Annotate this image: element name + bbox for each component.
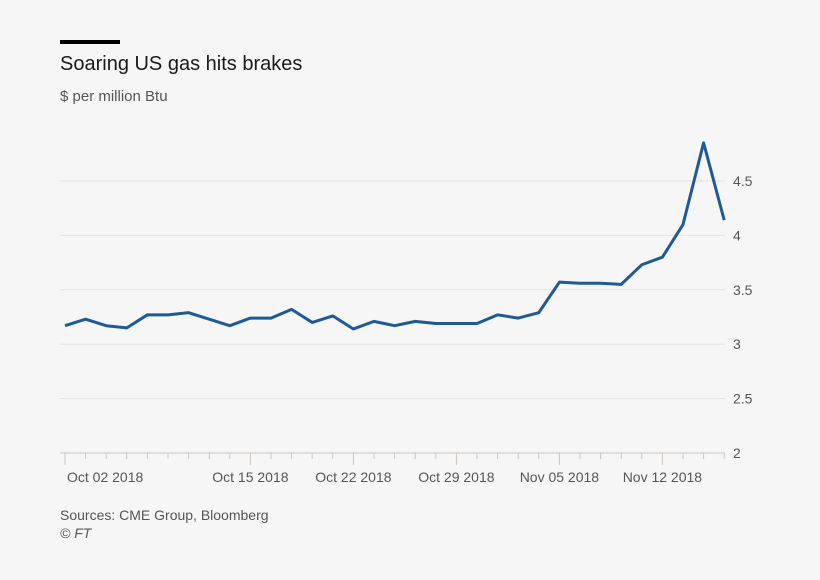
chart-title: Soaring US gas hits brakes xyxy=(60,53,303,75)
y-tick-label: 4 xyxy=(733,227,741,243)
x-tick-label: Nov 12 2018 xyxy=(623,469,703,485)
x-tick-label: Nov 05 2018 xyxy=(520,469,600,485)
y-tick-label: 3.5 xyxy=(733,282,753,298)
price-line xyxy=(64,141,726,331)
ft-accent-bar xyxy=(60,40,120,44)
chart-subtitle: $ per million Btu xyxy=(60,88,168,105)
source-note: Sources: CME Group, Bloomberg xyxy=(60,507,269,523)
y-tick-label: 2 xyxy=(733,445,741,461)
x-tick-label: Oct 29 2018 xyxy=(418,469,494,485)
x-tick-label: Oct 22 2018 xyxy=(315,469,391,485)
y-tick-label: 4.5 xyxy=(733,173,753,189)
y-tick-label: 3 xyxy=(733,336,741,352)
x-tick-label: Oct 02 2018 xyxy=(67,469,143,485)
y-tick-label: 2.5 xyxy=(733,391,753,407)
ft-credit: © FT xyxy=(60,525,92,541)
x-tick-label: Oct 15 2018 xyxy=(212,469,288,485)
